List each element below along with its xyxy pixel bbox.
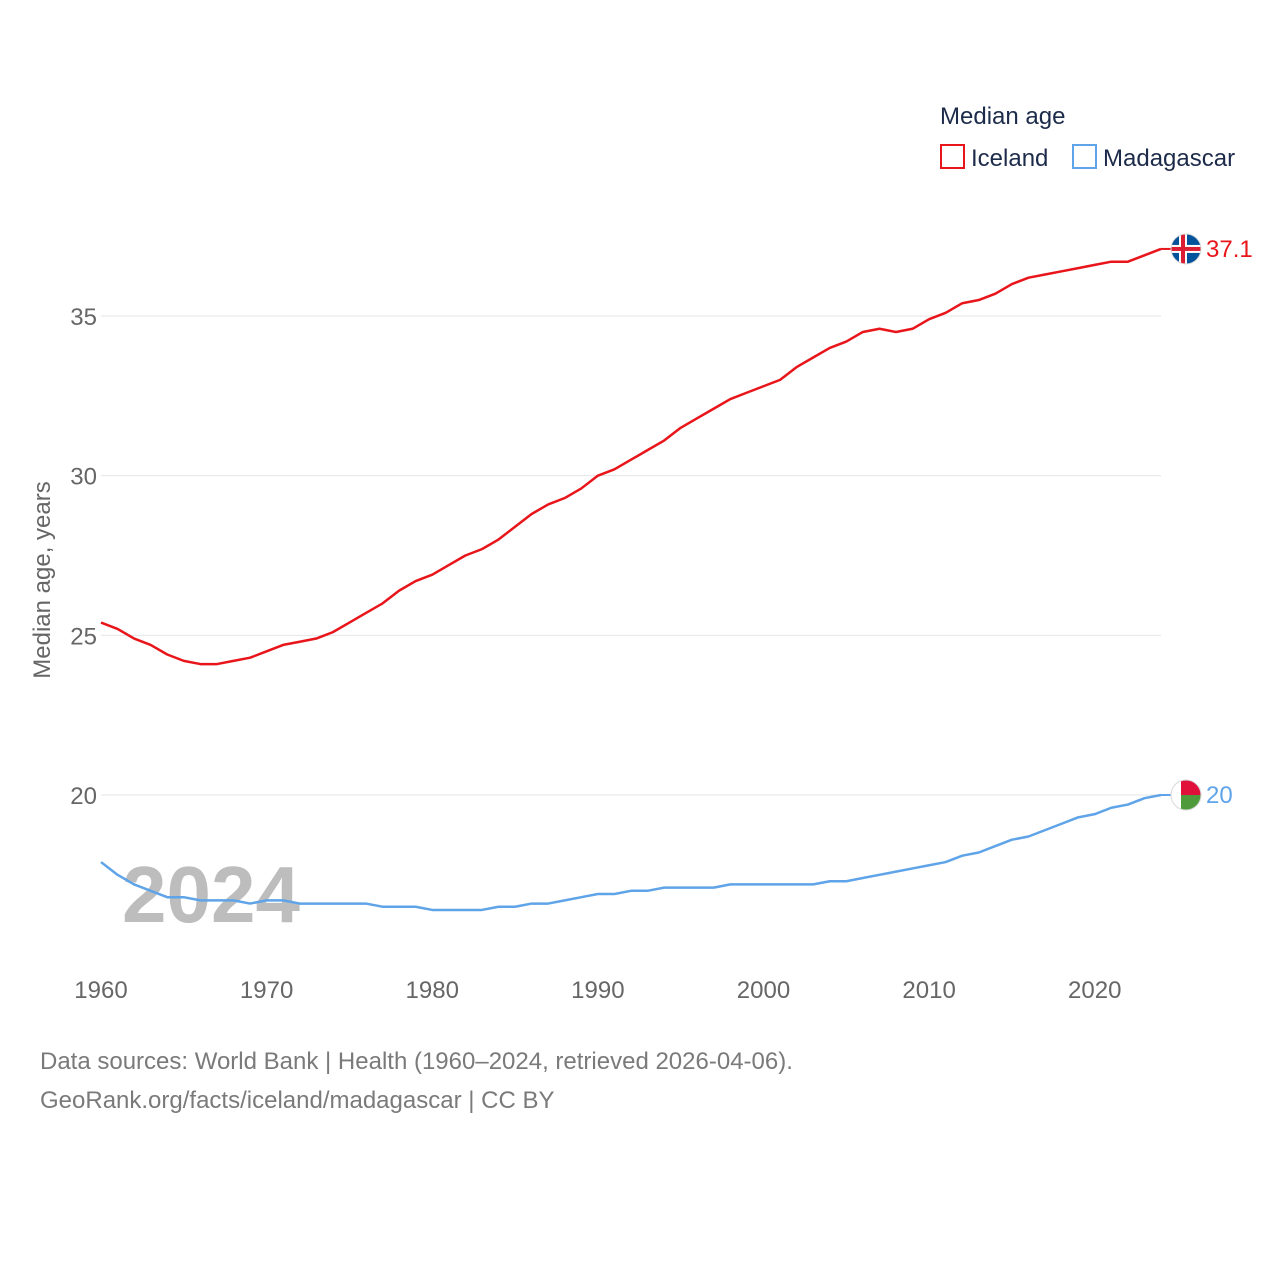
series-line-iceland[interactable] [100, 247, 1162, 666]
y-tick-label: 30 [70, 464, 97, 491]
grid-lines [101, 315, 1161, 796]
year-watermark: 2024 [122, 850, 300, 939]
x-tick-label: 1980 [406, 977, 459, 1004]
legend-swatch-madagascar[interactable] [1072, 144, 1097, 169]
y-tick-label: 20 [70, 783, 97, 810]
y-axis-ticks: 20 25 30 35 [70, 304, 97, 810]
legend-label-madagascar: Madagascar [1103, 145, 1235, 172]
x-tick-label: 2010 [902, 977, 955, 1004]
x-tick-label: 2000 [737, 977, 790, 1004]
legend-item-madagascar[interactable]: Madagascar [1072, 144, 1235, 172]
legend-label-iceland: Iceland [971, 145, 1048, 172]
legend-swatch-iceland[interactable] [940, 144, 965, 169]
legend[interactable]: Median age Iceland Madagascar [940, 103, 1235, 172]
legend-title: Median age [940, 103, 1065, 130]
madagascar-flag-icon [1170, 779, 1202, 811]
x-tick-label: 2020 [1068, 977, 1121, 1004]
y-axis-title: Median age, years [29, 481, 56, 678]
legend-item-iceland[interactable]: Iceland [940, 144, 1048, 172]
x-tick-label: 1990 [571, 977, 624, 1004]
x-axis-ticks: 1960 1970 1980 1990 2000 2010 2020 [74, 977, 1121, 1004]
x-tick-label: 1960 [74, 977, 127, 1004]
end-value-iceland: 37.1 [1206, 236, 1253, 263]
footer: Data sources: World Bank | Health (1960–… [40, 1042, 793, 1120]
x-tick-label: 1970 [240, 977, 293, 1004]
iceland-flag-icon [1170, 233, 1202, 265]
y-tick-label: 25 [70, 623, 97, 650]
series-lines [100, 247, 1162, 912]
y-tick-label: 35 [70, 304, 97, 331]
series-end-markers: 37.1 20 [1161, 233, 1253, 811]
data-sources-note: Data sources: World Bank | Health (1960–… [40, 1048, 793, 1075]
end-value-madagascar: 20 [1206, 782, 1233, 809]
attribution-link[interactable]: GeoRank.org/facts/iceland/madagascar | C… [40, 1087, 555, 1114]
series-line-madagascar[interactable] [100, 793, 1162, 912]
